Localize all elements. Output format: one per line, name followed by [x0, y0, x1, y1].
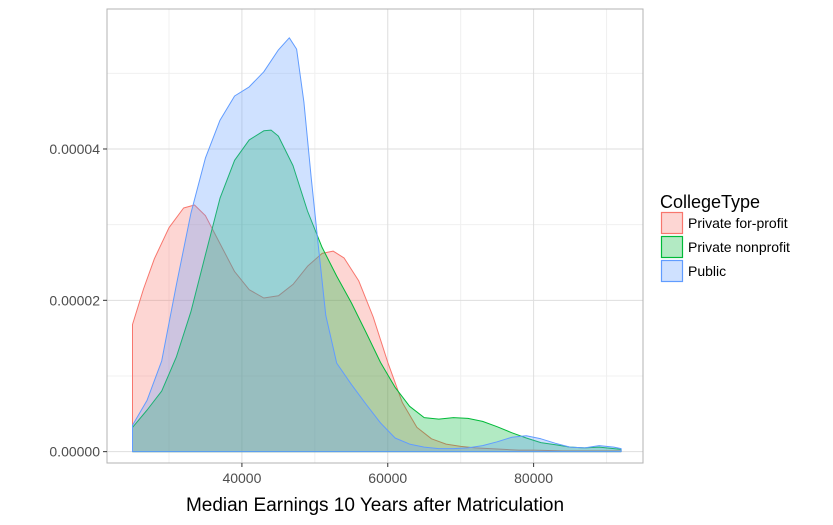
- y-tick-label: 0.00002: [49, 292, 100, 308]
- legend-key-background: [661, 260, 683, 282]
- density-area-public: [132, 37, 622, 453]
- x-axis-title: Median Earnings 10 Years after Matricula…: [186, 495, 564, 516]
- legend-key-private-nonprofit: [660, 235, 684, 259]
- x-axis-ticks: 40000 60000 80000: [222, 463, 553, 486]
- y-tick-label: 0.00000: [49, 444, 100, 460]
- minor-gridlines: [107, 9, 643, 463]
- legend-items: Private for-profit Private nonprofit Publi…: [660, 211, 790, 283]
- legend-key-background: [661, 212, 683, 234]
- legend-key-background: [661, 236, 683, 258]
- legend-title: CollegeType: [660, 192, 760, 212]
- legend: CollegeType Private for-profit Private no…: [660, 192, 790, 283]
- panel-border: [106, 8, 644, 464]
- x-tick-label: 60000: [368, 470, 407, 486]
- panel-background: [107, 9, 643, 463]
- legend-label-private-nonprofit: Private nonprofit: [688, 239, 790, 255]
- density-areas: [132, 37, 622, 453]
- x-tick-label: 80000: [514, 470, 553, 486]
- legend-key-public: [660, 259, 684, 283]
- y-tick-label: 0.00004: [49, 141, 100, 157]
- legend-key-private-for-profit: [660, 211, 684, 235]
- y-axis-ticks: 0.00000 0.00002 0.00004: [49, 141, 107, 460]
- x-tick-label: 40000: [222, 470, 261, 486]
- legend-label-private-for-profit: Private for-profit: [688, 215, 788, 231]
- legend-label-public: Public: [688, 263, 726, 279]
